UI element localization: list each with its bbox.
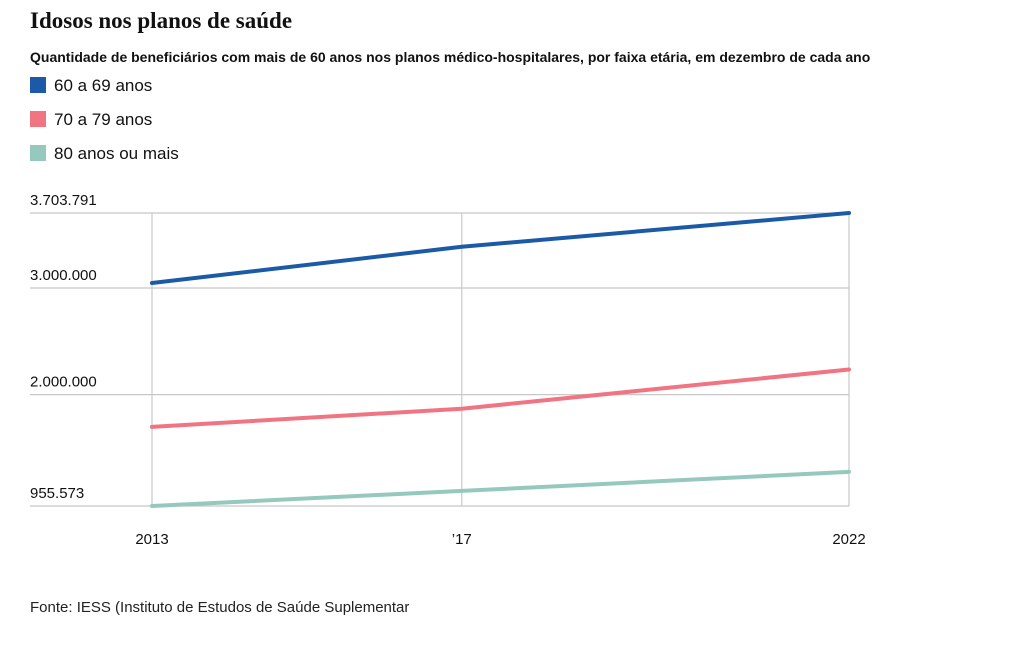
x-tick-label: 2013 — [135, 531, 168, 548]
legend-label: 70 a 79 anos — [54, 110, 152, 129]
data-line — [150, 367, 851, 429]
data-line — [150, 469, 851, 508]
legend-label: 60 a 69 anos — [54, 76, 152, 95]
y-tick-label: 3.703.791 — [30, 192, 97, 209]
legend-label: 80 anos ou mais — [54, 144, 179, 163]
source: Fonte: IESS (Instituto de Estudos de Saú… — [30, 599, 409, 616]
y-tick-label: 2.000.000 — [30, 374, 97, 391]
x-tick-label: ’17 — [452, 531, 472, 548]
legend-swatch — [30, 111, 46, 127]
y-tick-label: 3.000.000 — [30, 267, 97, 284]
legend-swatch — [30, 77, 46, 93]
data-line — [150, 211, 851, 286]
legend-swatch — [30, 145, 46, 161]
chart-subtitle: Quantidade de beneficiários com mais de … — [30, 49, 870, 65]
chart-title: Idosos nos planos de saúde — [30, 8, 292, 33]
x-tick-label: 2022 — [832, 531, 865, 548]
y-tick-label: 955.573 — [30, 485, 84, 502]
